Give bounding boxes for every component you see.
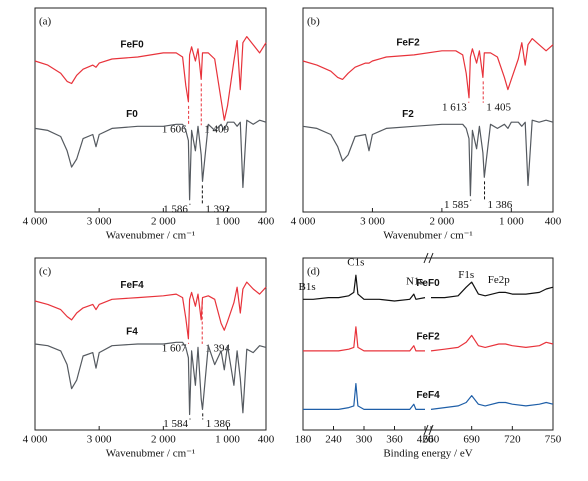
- plot-frame: [302, 7, 554, 213]
- spectrum-line: [303, 383, 554, 410]
- series-label: F2: [402, 109, 414, 120]
- x-axis-title: Binding energy / eV: [383, 448, 472, 460]
- series-label: F4: [126, 327, 138, 338]
- x-tick-label: 400: [258, 216, 275, 228]
- spectrum-line: [34, 341, 267, 416]
- x-tick-label: 360: [386, 434, 403, 446]
- x-tick-label: 690: [463, 434, 480, 446]
- x-tick-label: 2 000: [151, 434, 176, 446]
- series-label: FeF0: [416, 278, 440, 289]
- x-tick-label: 3 000: [87, 216, 112, 228]
- x-axis-title: Wavenubmer / cm⁻¹: [106, 448, 195, 460]
- peak-label: 1 606: [162, 124, 187, 136]
- x-tick-label: 3 000: [87, 434, 112, 446]
- series-label: F0: [126, 109, 138, 120]
- x-tick-label: 750: [545, 434, 562, 446]
- x-tick-label: 2 000: [430, 216, 455, 228]
- panel-label: (b): [307, 16, 320, 28]
- panel-label: (c): [39, 266, 52, 278]
- peak-label: 1 607: [162, 342, 187, 354]
- x-tick-label: 400: [545, 216, 562, 228]
- peak-label: 1 394: [205, 342, 230, 354]
- spectrum-line: [303, 274, 554, 302]
- x-tick-label: 2 000: [151, 216, 176, 228]
- series-label: FeF4: [120, 280, 144, 291]
- peak-label: 1 586: [163, 203, 188, 215]
- spectrum-line: [34, 36, 267, 121]
- spectrum-line: [303, 326, 554, 352]
- x-axis-title: Wavenubmer / cm⁻¹: [106, 230, 195, 242]
- x-tick-label: 660: [423, 434, 440, 446]
- panel-label: (d): [307, 266, 320, 278]
- x-tick-label: 4 000: [23, 216, 48, 228]
- panel-label: (a): [39, 16, 52, 28]
- x-tick-label: 3 000: [360, 216, 385, 228]
- spectrum-line: [302, 119, 554, 197]
- peak-label: F1s: [458, 269, 474, 281]
- x-tick-label: 400: [258, 434, 275, 446]
- series-label: FeF2: [416, 332, 440, 343]
- peak-label: 1 405: [486, 101, 511, 113]
- x-tick-label: 300: [356, 434, 373, 446]
- peak-label: 1 386: [488, 199, 513, 211]
- series-label: FeF0: [120, 40, 144, 51]
- peak-label: N1s: [406, 276, 424, 288]
- x-tick-label: 1 000: [499, 216, 524, 228]
- spectrum-line: [34, 119, 267, 201]
- peak-label: B1s: [299, 281, 316, 293]
- peak-label: 1 613: [442, 101, 467, 113]
- x-tick-label: 720: [504, 434, 521, 446]
- x-tick-label: 1 000: [215, 216, 240, 228]
- series-label: FeF2: [396, 38, 420, 49]
- x-tick-label: 420: [417, 434, 434, 446]
- peak-label: Fe2p: [488, 274, 511, 286]
- series-label: FeF4: [416, 390, 440, 401]
- peak-label: 1 392: [205, 203, 230, 215]
- x-tick-label: 180: [295, 434, 312, 446]
- spectrum-line: [34, 281, 267, 340]
- peak-label: 1 386: [206, 418, 231, 430]
- x-tick-label: 4 000: [23, 434, 48, 446]
- peak-label: 1 584: [163, 418, 188, 430]
- plot-frame: [34, 7, 267, 213]
- x-tick-label: 240: [325, 434, 342, 446]
- x-tick-label: 1 000: [215, 434, 240, 446]
- peak-label: 1 585: [444, 199, 469, 211]
- peak-label: C1s: [347, 257, 364, 269]
- x-axis-title: Wavenubmer / cm⁻¹: [383, 230, 472, 242]
- x-tick-label: 4 000: [291, 216, 316, 228]
- spectrum-line: [302, 38, 554, 99]
